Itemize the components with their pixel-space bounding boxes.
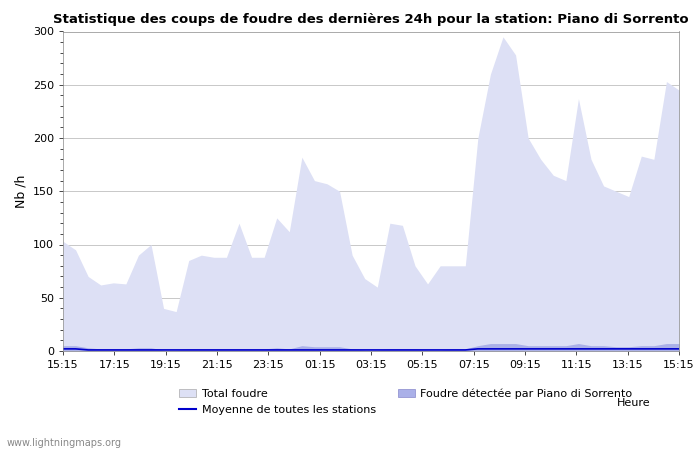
Legend: Total foudre, Moyenne de toutes les stations, Foudre détectée par Piano di Sorre: Total foudre, Moyenne de toutes les stat… [179, 388, 632, 414]
Text: www.lightningmaps.org: www.lightningmaps.org [7, 438, 122, 448]
Y-axis label: Nb /h: Nb /h [14, 175, 27, 208]
Title: Statistique des coups de foudre des dernières 24h pour la station: Piano di Sorr: Statistique des coups de foudre des dern… [53, 13, 689, 26]
Text: Heure: Heure [617, 398, 651, 408]
